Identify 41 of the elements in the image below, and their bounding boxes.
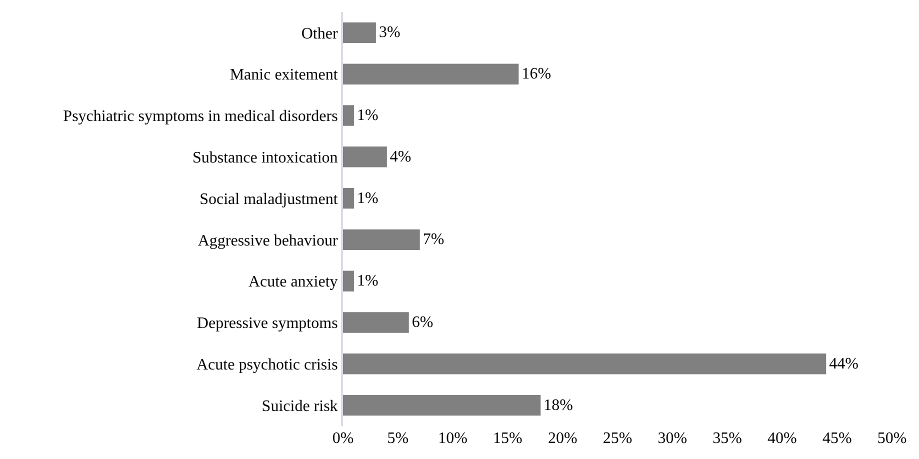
bar [343, 312, 409, 333]
bar [343, 270, 354, 292]
x-tick-label: 45% [822, 430, 852, 447]
data-label: 18% [544, 396, 573, 414]
y-tick-label: Other [301, 25, 338, 42]
bar [343, 64, 519, 84]
data-label: 7% [422, 231, 444, 248]
bar [343, 22, 376, 44]
y-tick-label: Suicide risk [262, 398, 338, 415]
x-tick-label: 40% [768, 430, 797, 447]
x-tick-label: 5% [387, 430, 409, 447]
bar [343, 105, 354, 126]
data-label: 1% [356, 190, 378, 207]
x-tick-label: 30% [658, 430, 688, 447]
bar [343, 354, 826, 374]
x-tick-label: 15% [493, 430, 522, 447]
data-label: 4% [390, 148, 412, 166]
data-label: 1% [356, 272, 378, 290]
x-tick-label: 35% [712, 430, 742, 447]
bar [343, 146, 387, 168]
x-tick-label: 50% [877, 430, 907, 447]
bar [343, 394, 541, 416]
y-tick-label: Depressive symptoms [196, 315, 338, 332]
x-tick-label: 25% [602, 430, 632, 447]
x-tick-label: 0% [332, 430, 354, 447]
y-tick-label: Substance intoxication [192, 150, 338, 166]
data-label: 44% [829, 355, 858, 372]
data-label: 6% [412, 314, 434, 331]
y-tick-label: Acute psychotic crisis [196, 356, 338, 374]
y-tick-label: Social maladjustment [200, 190, 338, 208]
bar [343, 188, 354, 209]
y-tick-label: Manic exitement [230, 66, 338, 84]
y-tick-label: Acute anxiety [248, 274, 338, 291]
data-label: 16% [522, 66, 552, 83]
y-tick-label: Psychiatric symptoms in medical disorders [63, 108, 338, 126]
x-tick-label: 10% [438, 430, 468, 447]
x-tick-label: 20% [548, 430, 578, 447]
data-label: 3% [378, 24, 400, 42]
bar [343, 229, 420, 250]
data-label: 1% [356, 107, 378, 124]
y-tick-label: Aggressive behaviour [198, 232, 338, 250]
